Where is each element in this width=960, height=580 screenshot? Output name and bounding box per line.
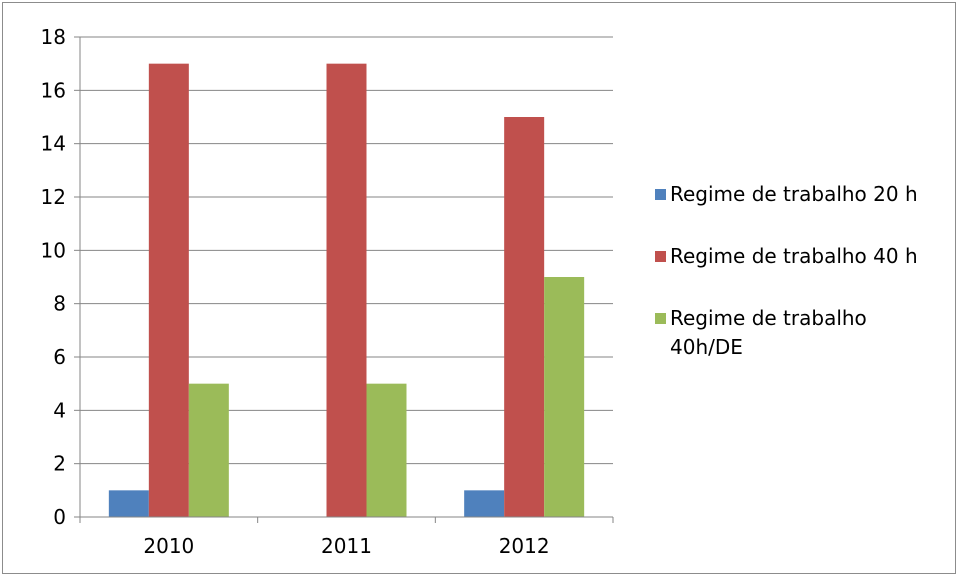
bar-2012-series-2	[544, 277, 585, 517]
y-tick-label-6: 6	[53, 345, 66, 369]
y-tick-label-18: 18	[41, 25, 66, 49]
x-tick-label-2010: 2010	[143, 534, 194, 558]
bar-chart: 0 2 4 6 8 10 12 14 16 18 2010 2011 2012	[41, 25, 614, 558]
bar-2011-series-1	[326, 63, 367, 518]
bar-2012-series-1	[504, 117, 545, 517]
y-tick-label-4: 4	[53, 398, 66, 422]
y-tick-label-2: 2	[53, 452, 66, 476]
legend-swatch-20h	[655, 189, 666, 200]
axes	[74, 36, 614, 523]
bar-2011-series-2	[366, 383, 407, 517]
y-tick-label-12: 12	[41, 185, 66, 209]
x-tick-label-2011: 2011	[321, 534, 372, 558]
legend-item-20h: Regime de trabalho 20 h	[655, 180, 950, 209]
bar-2010-series-1	[148, 63, 189, 518]
y-tick-labels: 0 2 4 6 8 10 12 14 16 18	[41, 25, 66, 529]
legend: Regime de trabalho 20 h Regime de trabal…	[655, 180, 950, 395]
bar-2010-series-2	[188, 383, 229, 517]
y-tick-label-0: 0	[53, 505, 66, 529]
legend-swatch-40h-de	[655, 313, 666, 324]
x-tick-label-2012: 2012	[499, 534, 550, 558]
legend-item-40h-de: Regime de trabalho 40h/DE	[655, 304, 950, 362]
legend-item-40h: Regime de trabalho 40 h	[655, 242, 950, 271]
legend-label-40h-de: Regime de trabalho 40h/DE	[670, 306, 867, 359]
legend-label-20h: Regime de trabalho 20 h	[670, 182, 918, 206]
y-tick-label-8: 8	[53, 292, 66, 316]
legend-label-40h: Regime de trabalho 40 h	[670, 244, 918, 268]
y-tick-label-14: 14	[41, 132, 66, 156]
y-tick-label-16: 16	[41, 78, 66, 102]
bar-2010-series-0	[108, 490, 149, 517]
bar-2012-series-0	[464, 490, 505, 517]
y-tick-label-10: 10	[41, 238, 66, 262]
x-tick-labels: 2010 2011 2012	[143, 534, 549, 558]
legend-swatch-40h	[655, 251, 666, 262]
bars	[108, 63, 585, 518]
